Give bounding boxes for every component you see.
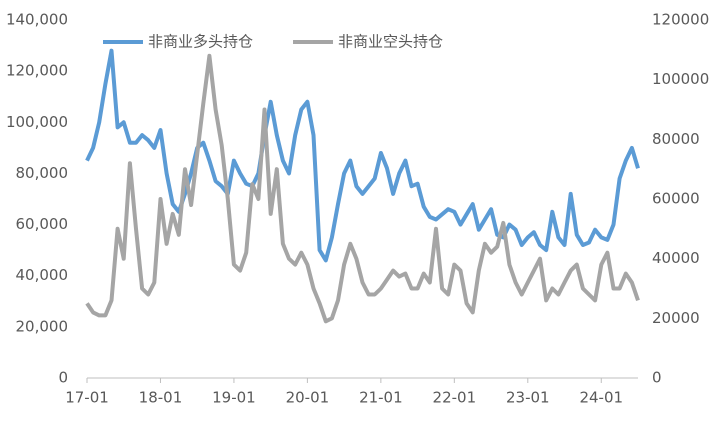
y-tick-label: 20,000 [16, 317, 69, 335]
y2-tick-label: 120000 [652, 11, 709, 29]
x-tick-label: 23-01 [506, 389, 550, 407]
legend-label: 非商业多头持仓 [148, 33, 253, 51]
legend-label: 非商业空头持仓 [338, 33, 443, 51]
x-tick-label: 24-01 [579, 389, 623, 407]
y-tick-label: 100,000 [6, 113, 68, 131]
x-tick-label: 20-01 [286, 389, 330, 407]
y2-tick-label: 60000 [652, 190, 700, 208]
y-tick-label: 80,000 [16, 164, 69, 182]
y-tick-label: 120,000 [6, 62, 68, 80]
y-tick-label: 40,000 [16, 266, 69, 284]
y2-tick-label: 40000 [652, 249, 700, 267]
y-tick-label: 60,000 [16, 215, 69, 233]
x-tick-label: 21-01 [359, 389, 403, 407]
y-tick-label: 140,000 [6, 11, 68, 29]
y-tick-label: 0 [58, 369, 68, 387]
x-tick-label: 18-01 [139, 389, 183, 407]
y2-tick-label: 80000 [652, 130, 700, 148]
x-tick-label: 22-01 [433, 389, 477, 407]
y2-tick-label: 20000 [652, 309, 700, 327]
x-tick-label: 19-01 [212, 389, 256, 407]
series-line [85, 48, 640, 263]
y2-tick-label: 0 [652, 369, 662, 387]
series-line [85, 53, 640, 324]
y2-tick-label: 100000 [652, 70, 709, 88]
x-tick-label: 17-01 [65, 389, 109, 407]
